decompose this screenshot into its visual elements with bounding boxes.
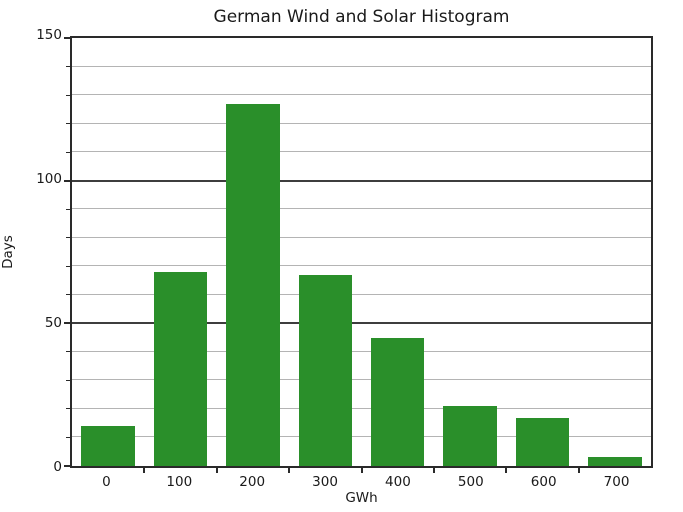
y-minor-tick	[66, 379, 70, 381]
x-tick	[577, 468, 580, 473]
x-tick	[288, 468, 291, 473]
x-tick-label: 600	[530, 474, 557, 490]
bar-500	[443, 406, 497, 466]
x-tick-label: 400	[385, 474, 411, 490]
gridline-major	[72, 322, 651, 325]
x-tick	[215, 468, 218, 473]
bar-600	[515, 417, 570, 466]
y-minor-tick	[66, 436, 70, 438]
y-minor-tick	[66, 94, 70, 96]
y-tick	[64, 179, 70, 182]
x-tick-label: 500	[457, 474, 484, 490]
gridline-minor	[72, 293, 651, 295]
y-minor-tick	[66, 237, 70, 239]
gridline-minor	[72, 122, 651, 124]
y-tick-label: 100	[36, 171, 62, 188]
gridline-minor	[72, 350, 651, 352]
x-tick-label: 0	[102, 474, 111, 490]
x-tick-label: 100	[166, 474, 193, 490]
y-tick-labels: 0 50 100 150	[0, 27, 62, 475]
y-minor-tick	[66, 123, 70, 125]
chart-title: German Wind and Solar Histogram	[213, 7, 510, 27]
plot-area	[64, 36, 653, 473]
bar-700	[588, 457, 642, 466]
x-tick-label: 700	[603, 474, 630, 490]
gridline-minor	[72, 236, 651, 238]
y-tick-label: 50	[44, 315, 62, 332]
y-minor-tick	[66, 208, 70, 210]
y-minor-tick	[66, 66, 70, 68]
gridline-minor	[72, 436, 651, 438]
y-tick-label: 0	[53, 459, 62, 475]
x-tick-label: 300	[312, 474, 338, 490]
y-tick-label: 150	[36, 27, 62, 43]
y-minor-tick	[66, 265, 70, 267]
x-tick	[505, 468, 508, 473]
x-tick	[432, 468, 435, 473]
y-minor-tick	[66, 351, 70, 353]
y-tick	[64, 465, 70, 467]
y-minor-tick	[66, 294, 70, 296]
bar-0	[81, 426, 135, 466]
bar-300	[298, 274, 353, 466]
gridline-minor	[72, 65, 651, 67]
gridline-minor	[72, 379, 651, 381]
y-tick	[64, 322, 70, 325]
bar-400	[370, 337, 425, 466]
gridline-minor	[72, 407, 651, 409]
y-tick	[64, 37, 70, 39]
gridline-minor	[72, 94, 651, 96]
x-tick-label: 200	[239, 474, 266, 490]
gridline-minor	[72, 208, 651, 210]
x-tick	[143, 468, 146, 473]
gridline-minor	[72, 265, 651, 267]
bar-100	[153, 271, 208, 466]
x-tick	[360, 468, 363, 473]
y-minor-tick	[66, 408, 70, 410]
x-tick-labels: 0 100 200 300 400 500 600 700	[70, 472, 653, 490]
bar-200	[226, 103, 280, 466]
x-axis-label: GWh	[345, 490, 378, 506]
gridline-major	[72, 179, 651, 182]
gridline-minor	[72, 151, 651, 153]
y-minor-tick	[66, 151, 70, 153]
